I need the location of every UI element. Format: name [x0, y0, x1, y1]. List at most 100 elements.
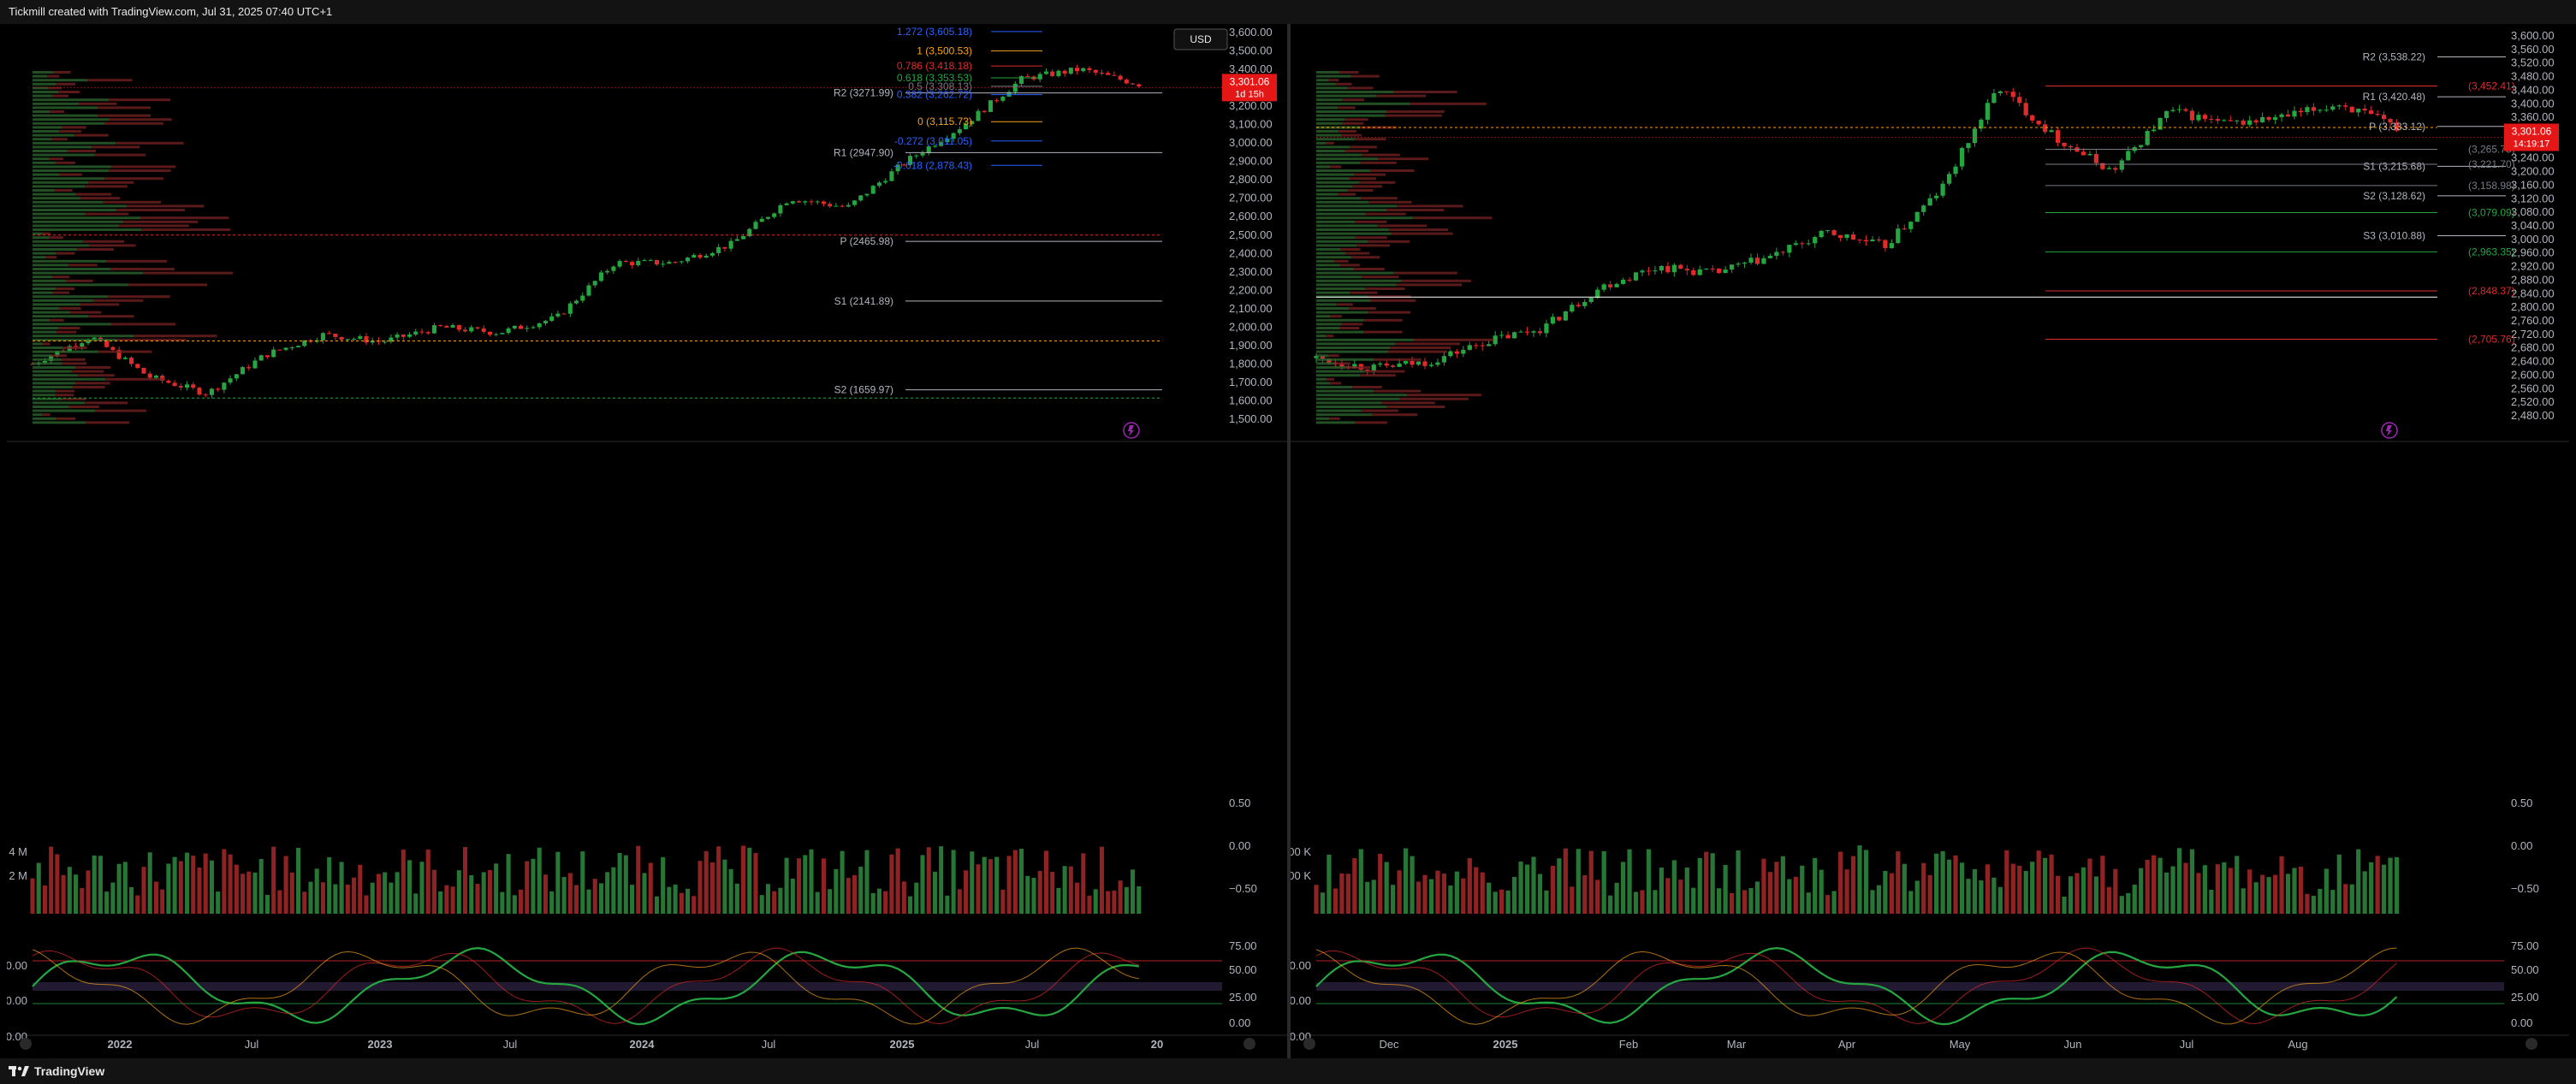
volume-bar: [1659, 868, 1665, 914]
volume-bar: [778, 887, 783, 914]
profile-bar-up: [33, 216, 141, 220]
lightning-icon[interactable]: [1123, 422, 1140, 439]
candle: [667, 262, 672, 264]
volume-bar: [2343, 884, 2348, 914]
profile-bar-down: [1368, 240, 1410, 243]
profile-bar-up: [33, 244, 90, 247]
price-badge-value: 3,301.06: [1230, 75, 1270, 87]
profile-bar-up: [1316, 358, 1374, 361]
profile-bar-down: [1329, 382, 1342, 385]
candle: [1112, 74, 1117, 76]
candle: [648, 259, 653, 261]
volume-bar: [686, 888, 691, 914]
volume-bar: [2126, 892, 2131, 914]
left-chart-pane[interactable]: 3,600.003,500.003,400.003,300.003,200.00…: [7, 24, 1287, 1058]
candle: [1813, 237, 1818, 244]
profile-bar-down: [98, 114, 151, 117]
candle: [2202, 115, 2208, 119]
volume-bar: [1093, 889, 1098, 914]
lightning-icon[interactable]: [2381, 422, 2398, 439]
candle: [703, 255, 709, 258]
candle: [463, 329, 468, 332]
volume-bar: [561, 877, 567, 914]
profile-bar-up: [33, 330, 57, 334]
level-label: R2 (3,538.22): [2363, 50, 2425, 62]
candle: [2253, 120, 2258, 122]
volume-bar: [574, 885, 579, 914]
volume-bar: [2369, 862, 2374, 914]
profile-bar-up: [33, 224, 119, 228]
profile-bar-down: [1385, 114, 1442, 117]
candle: [1137, 84, 1142, 86]
candle: [784, 203, 789, 205]
profile-bar-up: [1316, 248, 1341, 251]
volume-bar: [2349, 884, 2354, 914]
volume-bar: [1062, 866, 1067, 914]
candle: [1327, 358, 1332, 364]
pane-divider[interactable]: [1287, 24, 1291, 1058]
volume-bar: [673, 884, 678, 914]
auto-scale-icon[interactable]: [1243, 1038, 1255, 1050]
profile-bar-up: [1316, 382, 1330, 385]
time-axis-label: Apr: [1838, 1038, 1856, 1051]
zoom-icon[interactable]: [1303, 1038, 1315, 1050]
price-axis-label: 3,080.00: [2511, 205, 2555, 218]
profile-bar-up: [1316, 161, 1361, 164]
profile-bar-down: [1349, 177, 1377, 181]
profile-bar-up: [1316, 236, 1356, 240]
candle: [1671, 264, 1677, 273]
currency-button[interactable]: [1173, 28, 1228, 50]
volume-bar: [623, 855, 628, 914]
volume-bar: [2272, 874, 2278, 914]
profile-bar-up: [1316, 145, 1350, 149]
auto-scale-icon[interactable]: [2526, 1038, 2537, 1050]
candle: [759, 218, 764, 222]
candle: [636, 260, 641, 265]
candle: [1997, 91, 2003, 93]
volume-bar: [1653, 890, 1658, 914]
profile-bar-up: [33, 169, 109, 172]
level-label: S2 (1659.97): [834, 384, 893, 396]
candle: [926, 146, 931, 154]
price-axis-label: 2,920.00: [2511, 260, 2555, 273]
level-label: 0.5 (3,308.13): [908, 80, 972, 92]
candle: [970, 121, 975, 124]
profile-bar-down: [1326, 335, 1334, 338]
volume-bar: [908, 896, 913, 914]
candle: [2163, 110, 2169, 118]
volume-bar: [512, 895, 517, 914]
volume-bar: [759, 895, 764, 914]
volume-bar: [2055, 875, 2061, 914]
volume-bar: [1345, 874, 1350, 914]
zoom-icon[interactable]: [20, 1038, 32, 1050]
candle: [598, 272, 603, 281]
candle: [413, 331, 418, 335]
profile-bar-down: [50, 110, 65, 113]
profile-bar-down: [1355, 220, 1387, 223]
profile-bar-down: [1401, 279, 1472, 282]
candle: [1908, 222, 1914, 229]
right-chart-pane[interactable]: 3,600.003,560.003,520.003,480.003,440.00…: [1291, 24, 2569, 1058]
profile-bar-up: [33, 91, 59, 93]
volume-bar: [252, 872, 258, 914]
profile-bar-up: [33, 232, 43, 235]
profile-bar-down: [1360, 161, 1397, 164]
volume-bar: [2139, 868, 2144, 914]
volume-bar: [98, 856, 103, 914]
profile-bar-up: [33, 118, 110, 121]
volume-bar: [2043, 857, 2048, 914]
profile-bar-up: [33, 126, 62, 129]
time-axis-label: 2025: [1493, 1038, 1518, 1051]
profile-bar-down: [93, 299, 144, 302]
profile-bar-down: [1381, 401, 1435, 405]
volume-bar: [2375, 856, 2380, 914]
volume-bar: [2388, 857, 2393, 914]
profile-bar-up: [33, 79, 88, 82]
attribution-text: Tickmill created with TradingView.com, J…: [9, 5, 333, 18]
volume-bar: [1416, 881, 1422, 914]
profile-bar-down: [65, 279, 93, 282]
profile-bar-down: [1335, 82, 1352, 86]
profile-bar-down: [75, 366, 111, 369]
profile-bar-up: [1316, 209, 1387, 211]
volume-bar: [1946, 859, 1952, 914]
